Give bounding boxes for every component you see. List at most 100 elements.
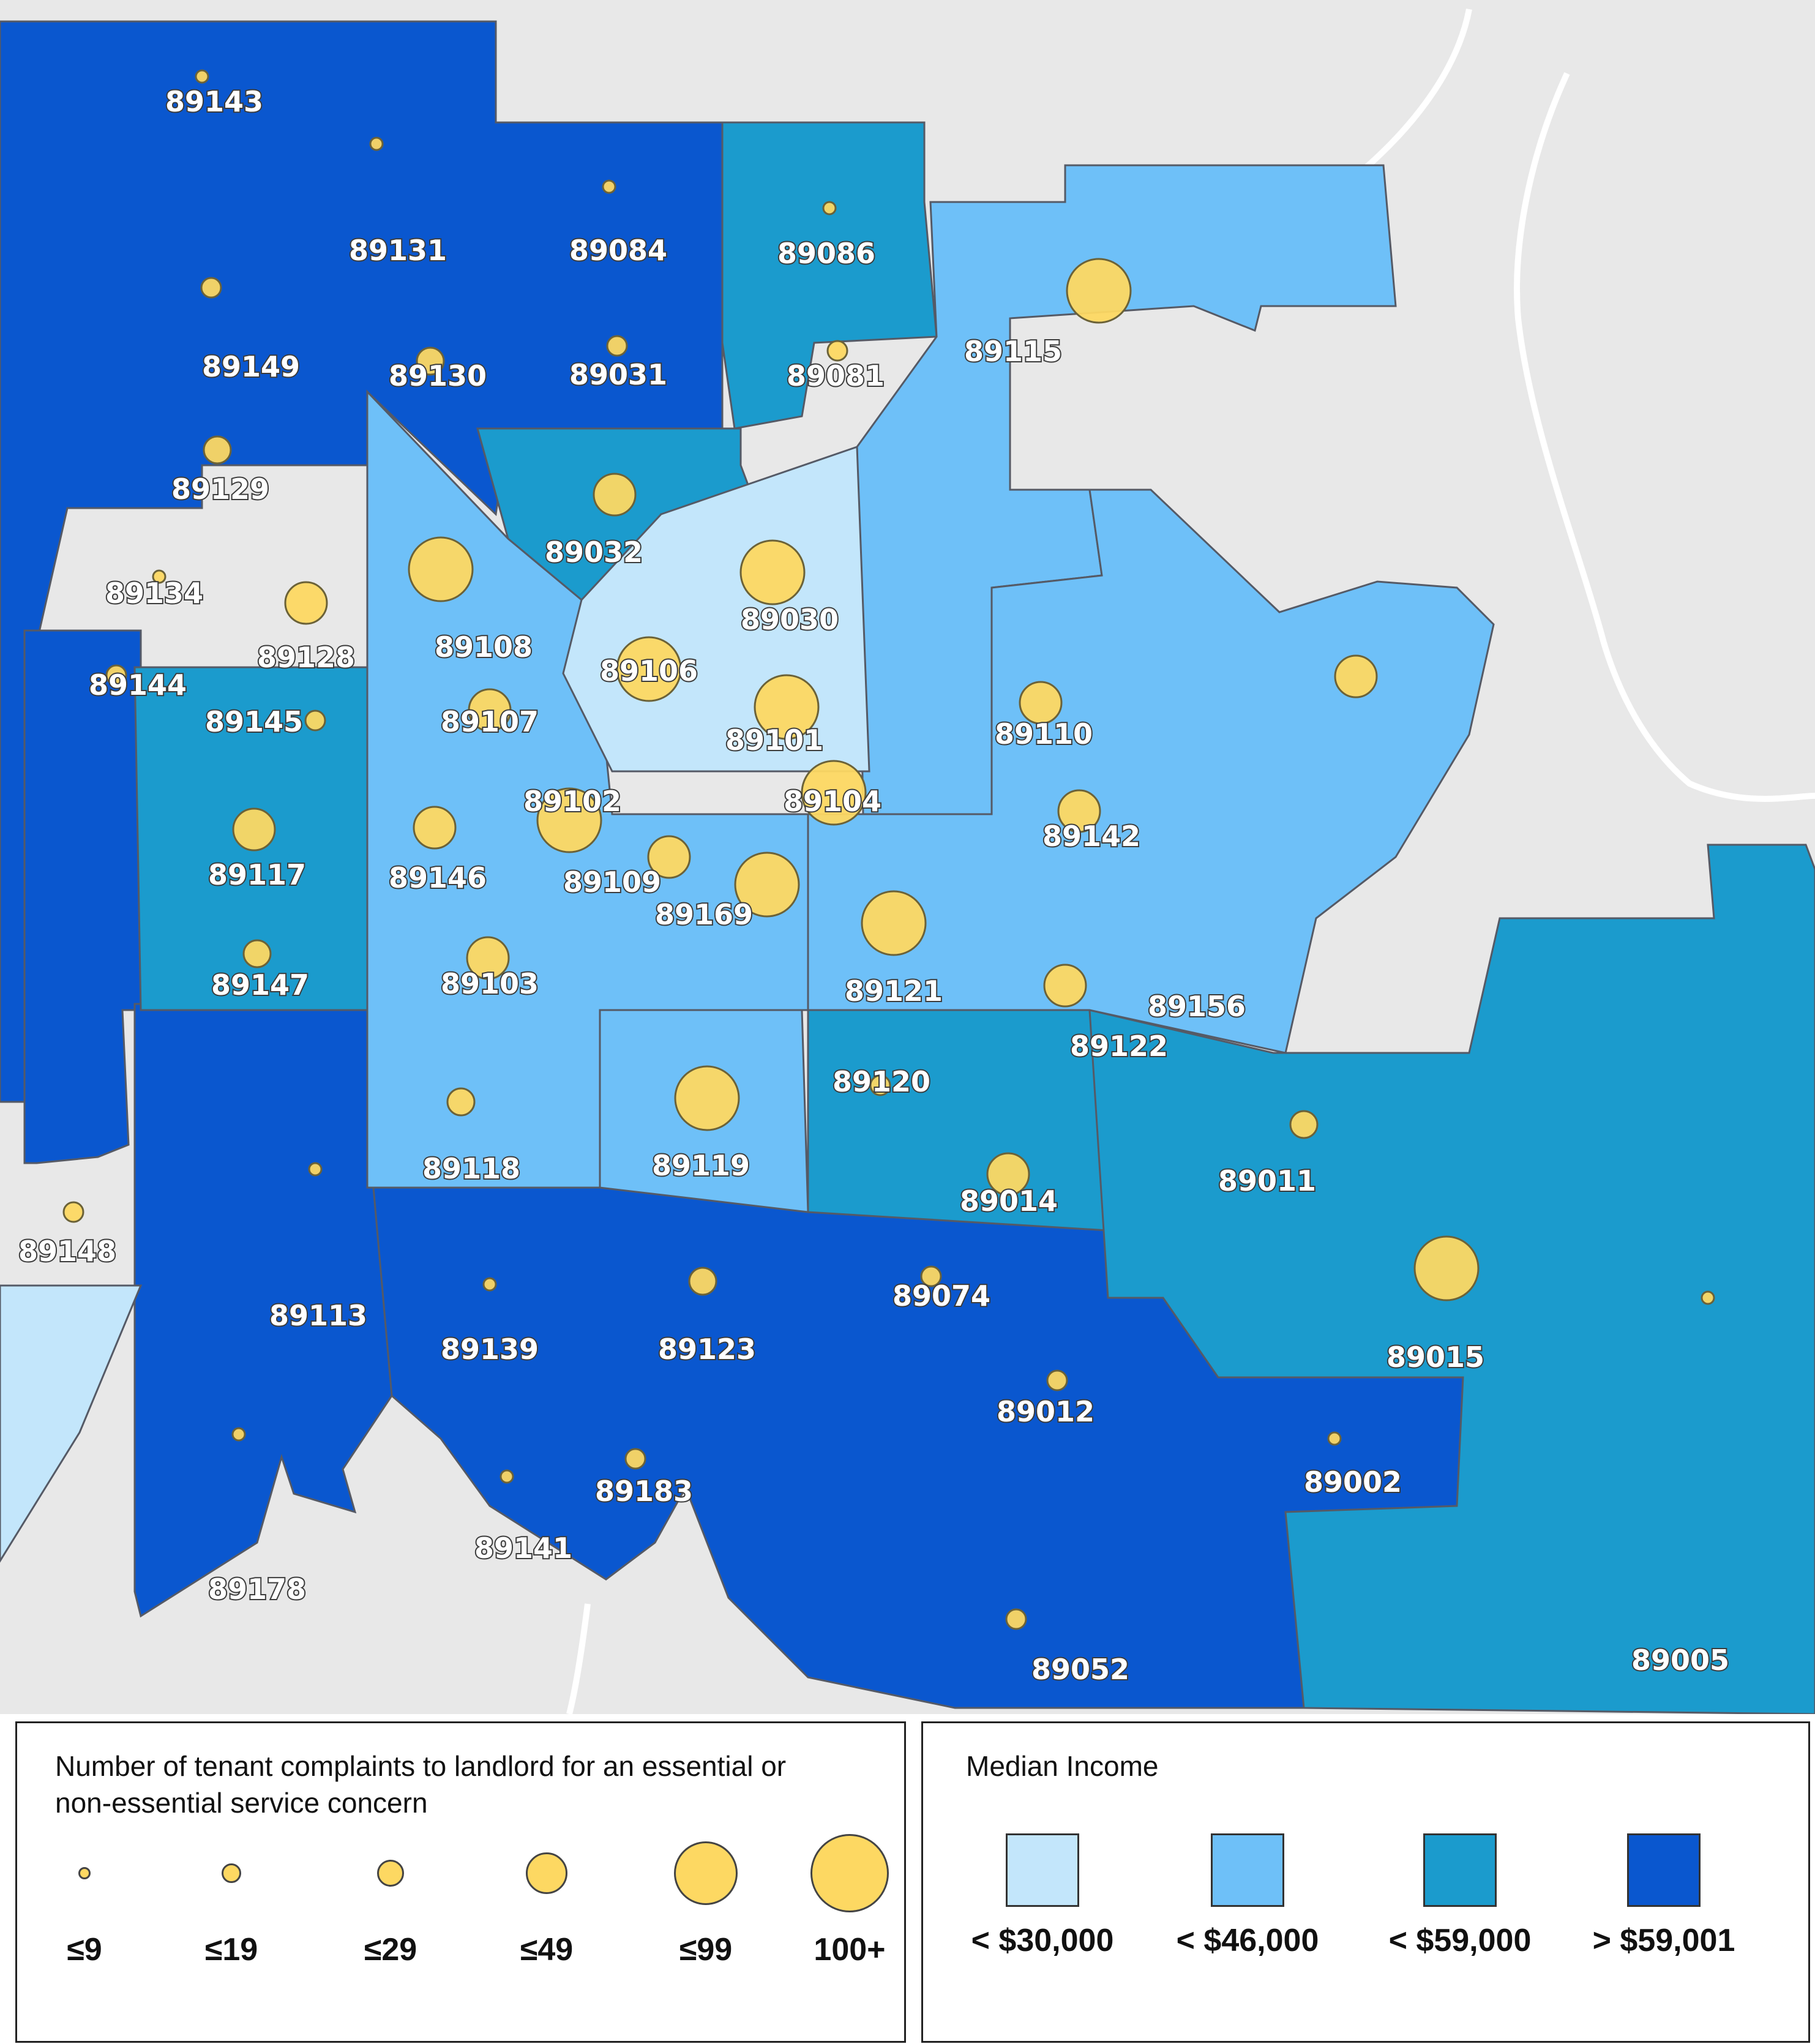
- income-legend-label-0: < $30,000: [971, 1923, 1114, 1958]
- complaint-circle-8: [826, 340, 848, 362]
- zip-label-89146: 89146: [389, 861, 487, 894]
- complaint-circle-25: [413, 806, 457, 850]
- complaint-circle-31: [1043, 964, 1087, 1008]
- complaint-circle-12: [152, 569, 167, 584]
- complaint-circle-24: [232, 807, 276, 852]
- complaint-circle-47: [500, 1469, 514, 1484]
- zip-label-89031: 89031: [569, 358, 667, 391]
- complaint-circle-40: [482, 1277, 497, 1292]
- zip-label-89129: 89129: [171, 473, 269, 506]
- complaint-circle-21: [536, 787, 602, 853]
- zip-label-89144: 89144: [89, 668, 187, 702]
- income-legend-label-2: < $59,000: [1388, 1923, 1532, 1958]
- complaints-legend: Number of tenant complaints to landlord …: [15, 1721, 906, 2043]
- road-1: [1514, 72, 1815, 802]
- zip-label-89117: 89117: [208, 858, 306, 891]
- zip-label-89109: 89109: [563, 866, 661, 899]
- zip-label-89115: 89115: [964, 335, 1062, 368]
- complaint-circle-46: [624, 1448, 646, 1470]
- complaint-circle-45: [1327, 1431, 1342, 1446]
- complaint-circle-32: [1334, 654, 1378, 698]
- zip-label-89156: 89156: [1148, 990, 1246, 1023]
- complaint-circle-17: [304, 709, 326, 732]
- complaint-circle-27: [734, 852, 800, 918]
- zip-label-89108: 89108: [435, 631, 533, 664]
- complaint-circle-6: [416, 346, 445, 376]
- zip-label-89015: 89015: [1387, 1341, 1484, 1374]
- zone-16: [0, 1284, 143, 1563]
- zip-label-89005: 89005: [1631, 1644, 1729, 1677]
- zip-label-89052: 89052: [1031, 1653, 1129, 1686]
- complaint-circle-22: [801, 760, 867, 826]
- complaint-circle-28: [242, 939, 272, 968]
- complaint-circle-7: [606, 335, 628, 357]
- complaints-legend-label-3: ≤49: [520, 1932, 574, 1967]
- zip-label-89012: 89012: [997, 1395, 1095, 1428]
- zone-9: [807, 1009, 1109, 1232]
- complaints-legend-label-1: ≤19: [204, 1932, 258, 1967]
- complaints-legend-circle-0: [78, 1867, 91, 1879]
- zip-label-89081: 89081: [787, 359, 885, 392]
- complaint-circle-44: [1046, 1369, 1068, 1391]
- complaints-legend-circle-2: [377, 1860, 404, 1887]
- complaint-circle-49: [1005, 1608, 1027, 1630]
- complaint-circles: [62, 69, 1715, 1630]
- complaints-legend-circle-1: [222, 1863, 241, 1883]
- complaint-circle-3: [822, 201, 837, 215]
- zip-label-89143: 89143: [165, 85, 263, 118]
- zip-label-89131: 89131: [349, 234, 447, 267]
- zone-4: [721, 121, 938, 430]
- complaints-legend-label-5: 100+: [814, 1932, 886, 1967]
- zip-label-89084: 89084: [569, 234, 667, 267]
- complaint-circle-4: [1066, 258, 1132, 324]
- road-3: [566, 1603, 591, 1714]
- zip-label-89148: 89148: [18, 1235, 116, 1268]
- zip-label-89110: 89110: [995, 717, 1093, 751]
- zip-label-89102: 89102: [523, 785, 621, 818]
- complaint-circle-20: [1019, 681, 1063, 725]
- zip-label-89149: 89149: [202, 350, 300, 383]
- income-legend-title: Median Income: [966, 1750, 1159, 1782]
- zone-1: [23, 629, 142, 1164]
- complaint-circle-33: [869, 1074, 891, 1096]
- complaint-circle-16: [105, 664, 127, 686]
- complaint-circle-48: [231, 1427, 246, 1442]
- complaint-circle-42: [920, 1265, 942, 1287]
- complaint-circle-41: [688, 1267, 717, 1296]
- complaints-legend-label-2: ≤29: [364, 1932, 417, 1967]
- complaint-circle-26: [647, 835, 691, 879]
- complaint-circle-19: [754, 674, 820, 740]
- zip-label-89032: 89032: [545, 536, 643, 569]
- income-legend-swatch-3: [1627, 1833, 1701, 1907]
- zip-label-89169: 89169: [655, 898, 753, 931]
- complaint-circle-11: [739, 539, 806, 605]
- zip-label-89106: 89106: [600, 654, 698, 687]
- zone-12: [366, 389, 809, 1189]
- zip-label-89120: 89120: [833, 1065, 930, 1098]
- complaints-legend-title-line2: non-essential service concern: [55, 1787, 428, 1819]
- complaint-circle-5: [200, 277, 222, 299]
- complaints-legend-circle-5: [810, 1834, 889, 1912]
- complaint-circle-43: [1413, 1235, 1480, 1301]
- zip-label-89074: 89074: [893, 1279, 990, 1312]
- income-legend-label-3: > $59,001: [1592, 1923, 1735, 1958]
- complaint-circle-29: [466, 936, 510, 980]
- zip-label-89183: 89183: [595, 1475, 693, 1508]
- complaint-circle-10: [593, 473, 637, 517]
- complaint-circle-1: [369, 137, 384, 151]
- complaint-circle-18: [468, 688, 512, 732]
- complaints-legend-title-line1: Number of tenant complaints to landlord …: [55, 1750, 787, 1782]
- zip-label-89178: 89178: [208, 1573, 306, 1606]
- income-legend-swatch-0: [1006, 1833, 1079, 1907]
- zip-label-89011: 89011: [1218, 1164, 1316, 1197]
- zip-label-89142: 89142: [1042, 820, 1140, 853]
- zip-label-89014: 89014: [960, 1185, 1058, 1218]
- complaints-legend-circle-3: [526, 1852, 567, 1894]
- income-zones: [0, 20, 1815, 1714]
- zip-label-89086: 89086: [777, 237, 875, 270]
- zip-label-89101: 89101: [725, 724, 823, 757]
- complaint-circle-13: [284, 581, 328, 625]
- complaint-circle-0: [195, 69, 209, 84]
- zip-label-89030: 89030: [741, 603, 839, 636]
- zip-label-89130: 89130: [389, 359, 487, 392]
